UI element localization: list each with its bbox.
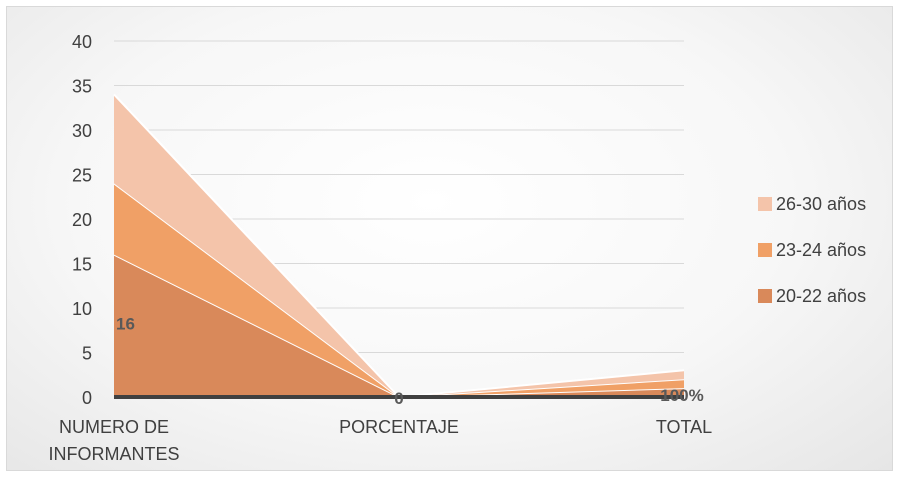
- legend-label: 20-22 años: [776, 286, 866, 306]
- y-axis-ticks: 0 5 10 15 20 25 30 35 40: [72, 32, 92, 408]
- data-label: 0: [394, 389, 403, 408]
- legend-label: 23-24 años: [776, 240, 866, 260]
- y-tick-label: 20: [72, 210, 92, 230]
- y-tick-label: 25: [72, 166, 92, 186]
- area-20-22-años: [114, 254, 684, 397]
- legend-swatch: [758, 289, 772, 303]
- legend-swatch: [758, 243, 772, 257]
- y-tick-label: 40: [72, 32, 92, 52]
- legend: 26-30 años 23-24 años 20-22 años: [758, 194, 866, 306]
- x-axis-categories: NUMERO DE INFORMANTES PORCENTAJE TOTAL: [48, 417, 712, 464]
- area-26-30-años: [114, 94, 684, 398]
- x-category-label: TOTAL: [656, 417, 712, 437]
- y-tick-label: 30: [72, 121, 92, 141]
- x-category-label: PORCENTAJE: [339, 417, 459, 437]
- area-series: [113, 93, 685, 399]
- data-labels: 16 0 100%: [116, 315, 704, 408]
- data-label: 100%: [660, 386, 703, 405]
- x-category-label: INFORMANTES: [48, 444, 179, 464]
- y-tick-label: 5: [82, 344, 92, 364]
- legend-label: 26-30 años: [776, 194, 866, 214]
- data-label: 16: [116, 315, 135, 334]
- legend-swatch: [758, 197, 772, 211]
- area-23-24-años: [114, 183, 684, 397]
- y-tick-label: 35: [72, 77, 92, 97]
- y-tick-label: 0: [82, 388, 92, 408]
- y-tick-label: 15: [72, 255, 92, 275]
- y-tick-label: 10: [72, 299, 92, 319]
- x-category-label: NUMERO DE: [59, 417, 169, 437]
